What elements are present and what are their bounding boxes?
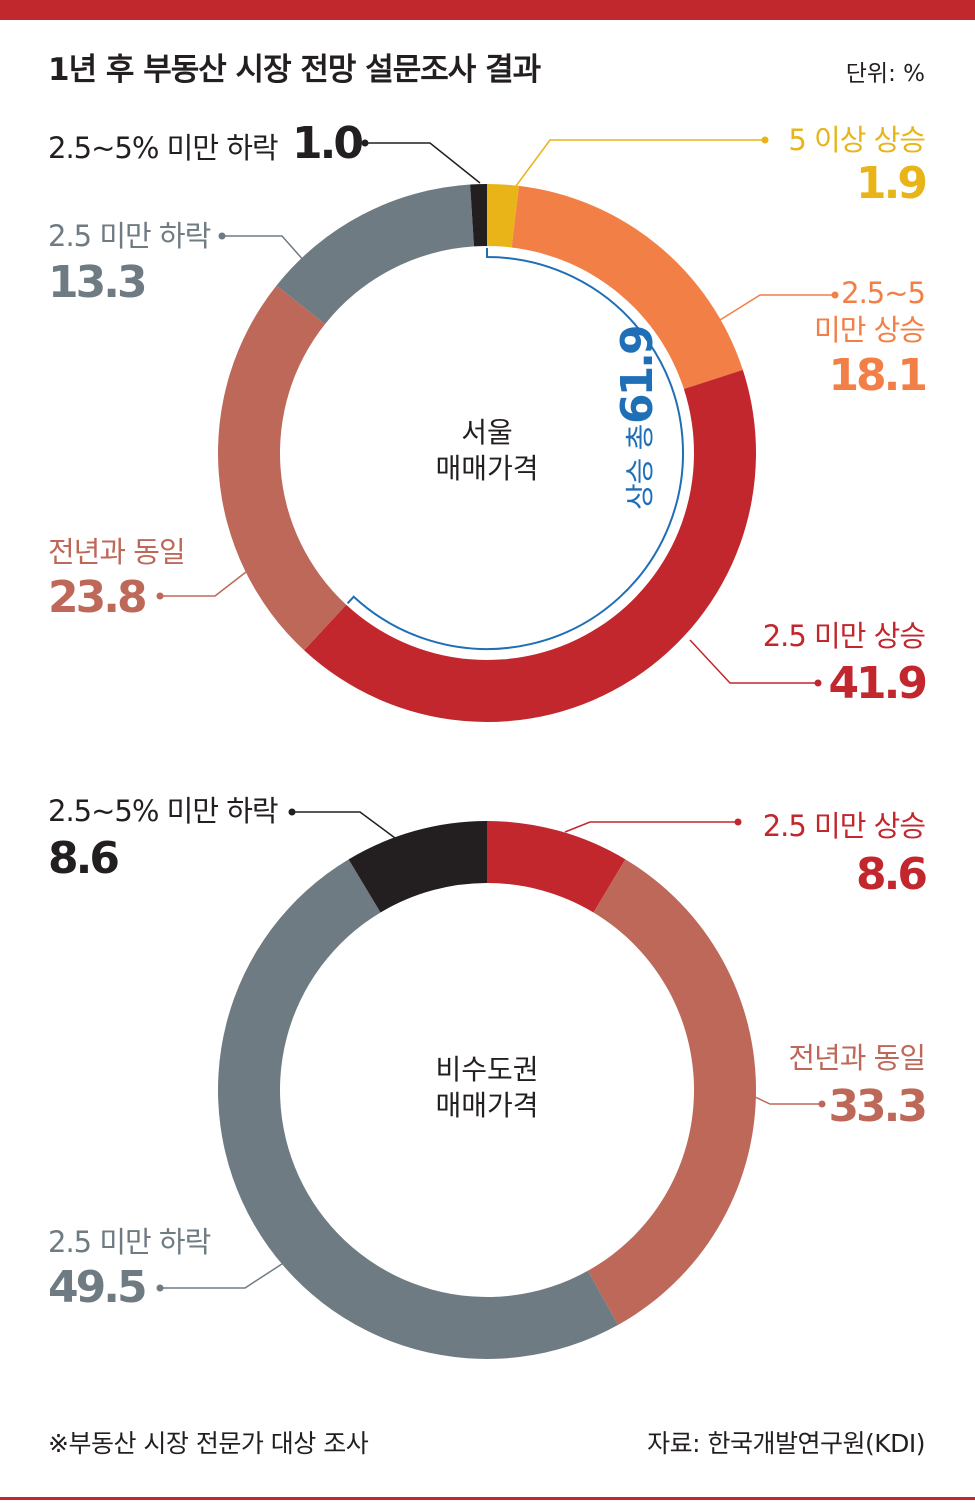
- total-rise-label-group: 상승 총61.9: [612, 327, 663, 510]
- leader-line: [365, 142, 481, 184]
- leader-line: [292, 811, 396, 839]
- total-rise-value: 61.9: [612, 327, 663, 424]
- leader-dot: [218, 232, 226, 240]
- slice-value: 23.8: [48, 572, 145, 623]
- slice-value: 41.9: [828, 658, 925, 709]
- leader-line: [739, 1089, 822, 1105]
- slice-1-5: [276, 184, 475, 325]
- leader-dot: [831, 291, 839, 299]
- leader-dot: [761, 136, 769, 144]
- slice-value: 18.1: [828, 350, 925, 401]
- leader-line: [160, 571, 247, 597]
- slice-label: 전년과 동일: [788, 1041, 925, 1075]
- slice-label: 2.5 미만 하락: [48, 1225, 211, 1259]
- slice-value: 13.3: [48, 257, 145, 308]
- leader-dot: [156, 592, 164, 600]
- slice-value: 1.0: [292, 118, 362, 169]
- slice-label: 2.5~5% 미만 하락: [48, 794, 278, 828]
- slice-value: 33.3: [828, 1081, 925, 1132]
- center-label: 서울: [461, 416, 513, 449]
- leader-dot: [814, 679, 822, 687]
- slice-value: 49.5: [48, 1262, 145, 1313]
- slice-1-2: [511, 185, 743, 390]
- slice-label: 2.5~5% 미만 하락: [48, 131, 278, 165]
- slice-value: 8.6: [48, 833, 118, 884]
- footnote: ※부동산 시장 전문가 대상 조사: [48, 1429, 369, 1458]
- slice-label: 5 이상 상승: [788, 123, 925, 157]
- center-label: 비수도권: [435, 1053, 538, 1086]
- center-label: 매매가격: [435, 452, 538, 485]
- unit-label: 단위: %: [845, 61, 925, 87]
- source-note: 자료: 한국개발연구원(KDI): [647, 1429, 925, 1458]
- leader-dot: [156, 1284, 164, 1292]
- slice-label: 2.5 미만 상승: [763, 809, 926, 843]
- slice-2-1: [487, 821, 626, 913]
- leader-dot: [818, 1100, 826, 1108]
- leader-dot: [288, 808, 296, 816]
- total-rise-bracket: [346, 248, 684, 650]
- chart-title: 1년 후 부동산 시장 전망 설문조사 결과: [48, 52, 541, 88]
- slice-1-6: [470, 184, 487, 247]
- leader-line: [719, 294, 835, 321]
- slice-2-3: [218, 859, 619, 1359]
- leader-line: [515, 139, 765, 187]
- slice-2-4: [348, 821, 487, 913]
- slice-2-2: [587, 859, 756, 1325]
- leader-line: [160, 1261, 286, 1289]
- leader-line: [689, 639, 818, 684]
- leader-line: [222, 235, 306, 263]
- slice-value: 8.6: [856, 849, 926, 900]
- leader-line: [564, 821, 738, 833]
- slice-label: 2.5 미만 하락: [48, 219, 211, 253]
- slice-label: 전년과 동일: [48, 535, 185, 569]
- slice-value: 1.9: [856, 158, 925, 209]
- center-label: 매매가격: [435, 1089, 538, 1122]
- slice-1-4: [217, 285, 347, 651]
- slice-label: 2.5~5: [841, 276, 925, 310]
- leader-dot: [361, 139, 369, 147]
- bottom-accent-line: [0, 1497, 975, 1500]
- leader-dot: [734, 818, 742, 826]
- slice-1-3: [304, 369, 756, 723]
- slice-label: 2.5 미만 상승: [763, 619, 926, 653]
- top-accent-bar: [0, 0, 975, 20]
- total-rise-label: 상승 총: [623, 424, 657, 510]
- slice-1-1: [487, 184, 520, 248]
- slice-label: 미만 상승: [814, 313, 925, 347]
